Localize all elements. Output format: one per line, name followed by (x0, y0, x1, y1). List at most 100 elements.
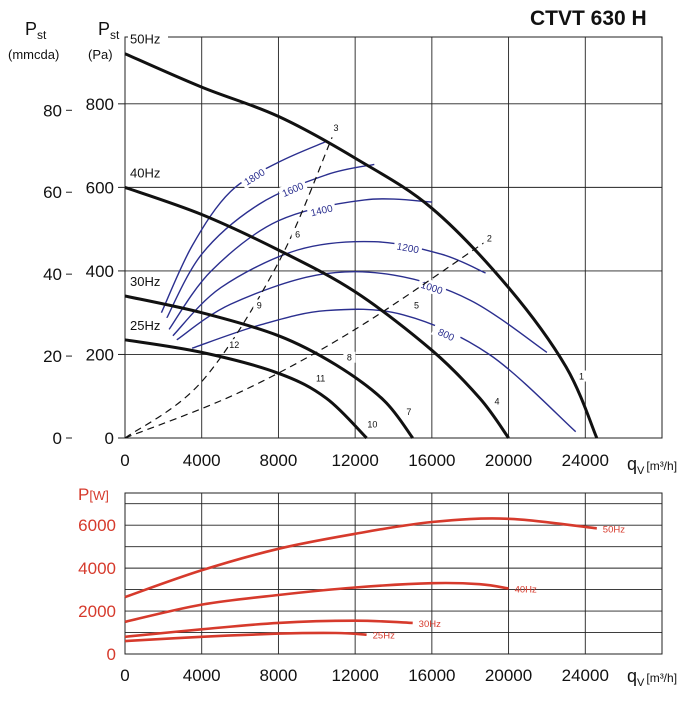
fan-curve-30Hz (124, 294, 414, 439)
top-ticks: 0 4000 8000 12000 16000 20000 2400002004006008… (43, 95, 609, 470)
fan-curve-label: 50Hz (130, 32, 160, 47)
point-label-bg (575, 370, 588, 382)
power-ylabel: P[W] (78, 485, 109, 504)
operating-point-3: 3 (333, 123, 338, 133)
power-curve-label: 40Hz (515, 585, 537, 596)
power-curve-label: 30Hz (419, 619, 441, 630)
right-ylabel-unit: (Pa) (88, 47, 113, 62)
operating-point-11: 11 (316, 374, 325, 384)
system-curve-2 (124, 241, 486, 439)
bottom-xlabel-sub: V (637, 677, 645, 689)
fan-curve-50Hz (124, 52, 599, 439)
operating-point-1: 1 (579, 372, 584, 382)
isoline-label: 1400 (310, 203, 335, 219)
top-x-tick-label: 0 (120, 451, 129, 470)
power-curve-50Hz (124, 517, 597, 599)
top-x-tick-label: 4000 (183, 451, 221, 470)
top-y-tick-pa: 600 (86, 178, 114, 197)
bottom-y-tick-label: 2000 (78, 602, 116, 621)
power-ylabel-main: P (78, 485, 89, 504)
isoline-label-bg (431, 322, 462, 346)
left-ylabel: Pst (25, 19, 47, 42)
bottom-grid (124, 492, 663, 655)
operating-point-12: 12 (229, 340, 239, 350)
fan-curve-label: 30Hz (130, 274, 160, 289)
system-curves (124, 137, 486, 439)
bottom-ticks: 0 4000 8000 12000 16000 20000 24000 0 2000 4000 60… (78, 516, 609, 685)
fan-curve-label-bg (128, 165, 168, 181)
operating-point-4: 4 (495, 397, 500, 407)
isoline-label: 1600 (281, 181, 306, 200)
bottom-xlabel-unit: [m³/h] (646, 671, 677, 685)
point-label-bg (314, 372, 327, 384)
bottom-x-tick-label: 8000 (260, 666, 298, 685)
bottom-x-tick-label: 16000 (408, 666, 455, 685)
point-label-bg (410, 299, 423, 311)
top-xlabel-unit: [m³/h] (646, 459, 677, 473)
fan-curve-label-bg (128, 31, 168, 47)
right-ylabel-main: P (98, 19, 110, 39)
point-label-bg (343, 351, 356, 363)
top-x-tick-label: 16000 (408, 451, 455, 470)
fan-curve-label-bg (128, 317, 168, 333)
bottom-xlabel-main: q (627, 666, 637, 686)
point-label-bg (253, 299, 266, 311)
top-y-tick-mmcda: 20 (43, 347, 62, 366)
isoline-label-bg (416, 276, 448, 298)
top-y-tick-pa: 0 (105, 429, 114, 448)
power-series: 50Hz 40Hz 30Hz 25Hz (124, 517, 625, 643)
top-xlabel-main: q (627, 454, 637, 474)
bottom-x-tick-label: 24000 (562, 666, 609, 685)
isoline-label-bg (277, 177, 309, 201)
point-label-bg (291, 228, 304, 240)
system-curve-1 (124, 137, 333, 439)
top-x-tick-label: 24000 (562, 451, 609, 470)
top-y-tick-mmcda: 0 (53, 429, 62, 448)
point-label-bg (402, 406, 415, 418)
operating-point-7: 7 (406, 407, 411, 417)
top-y-tick-mmcda: 80 (43, 101, 62, 120)
left-ylabel-unit: (mmcda) (8, 47, 59, 62)
top-y-tick-pa: 800 (86, 95, 114, 114)
left-ylabel-main: P (25, 19, 37, 39)
fan-curve-label: 40Hz (130, 165, 160, 180)
isoline-1200 (172, 240, 486, 337)
bottom-x-tick-label: 4000 (183, 666, 221, 685)
right-ylabel: Pst (98, 19, 120, 42)
top-x-tick-label: 8000 (260, 451, 298, 470)
fan-curve-25Hz (124, 338, 368, 440)
top-y-tick-pa: 200 (86, 345, 114, 364)
point-label-bg (483, 232, 496, 244)
operating-point-10: 10 (367, 420, 377, 430)
bottom-xlabel: qV [m³/h] (627, 666, 677, 689)
bottom-x-tick-label: 12000 (332, 666, 379, 685)
fan-curves: 50Hz 40Hz 30Hz 25Hz (124, 31, 599, 440)
point-label-bg (491, 395, 504, 407)
top-y-tick-mmcda: 60 (43, 183, 62, 202)
bottom-x-tick-label: 20000 (485, 666, 532, 685)
chart-title: CTVT 630 H (530, 7, 647, 30)
operating-point-8: 8 (347, 353, 352, 363)
isoline-1000 (176, 271, 548, 353)
operating-point-6: 6 (295, 230, 300, 240)
fan-curve-40Hz (124, 185, 510, 439)
power-curve-40Hz (124, 581, 509, 624)
isoline-label-bg (393, 238, 423, 257)
left-ylabel-sub: st (37, 28, 47, 42)
top-y-tick-pa: 400 (86, 262, 114, 281)
operating-point-5: 5 (414, 301, 419, 311)
operating-point-2: 2 (487, 234, 492, 244)
fan-curve-label-bg (128, 273, 168, 289)
point-label-bg (228, 339, 241, 351)
power-ylabel-unit: [W] (89, 488, 109, 503)
isoline-1600 (164, 163, 375, 322)
point-label-bg (366, 418, 379, 430)
top-xlabel: qV [m³/h] (627, 454, 677, 477)
top-x-tick-label: 12000 (332, 451, 379, 470)
isoline-1800 (160, 140, 327, 313)
power-curve-25Hz (124, 631, 367, 643)
bottom-y-tick-label: 6000 (78, 516, 116, 535)
isoline-label-bg (238, 163, 270, 190)
